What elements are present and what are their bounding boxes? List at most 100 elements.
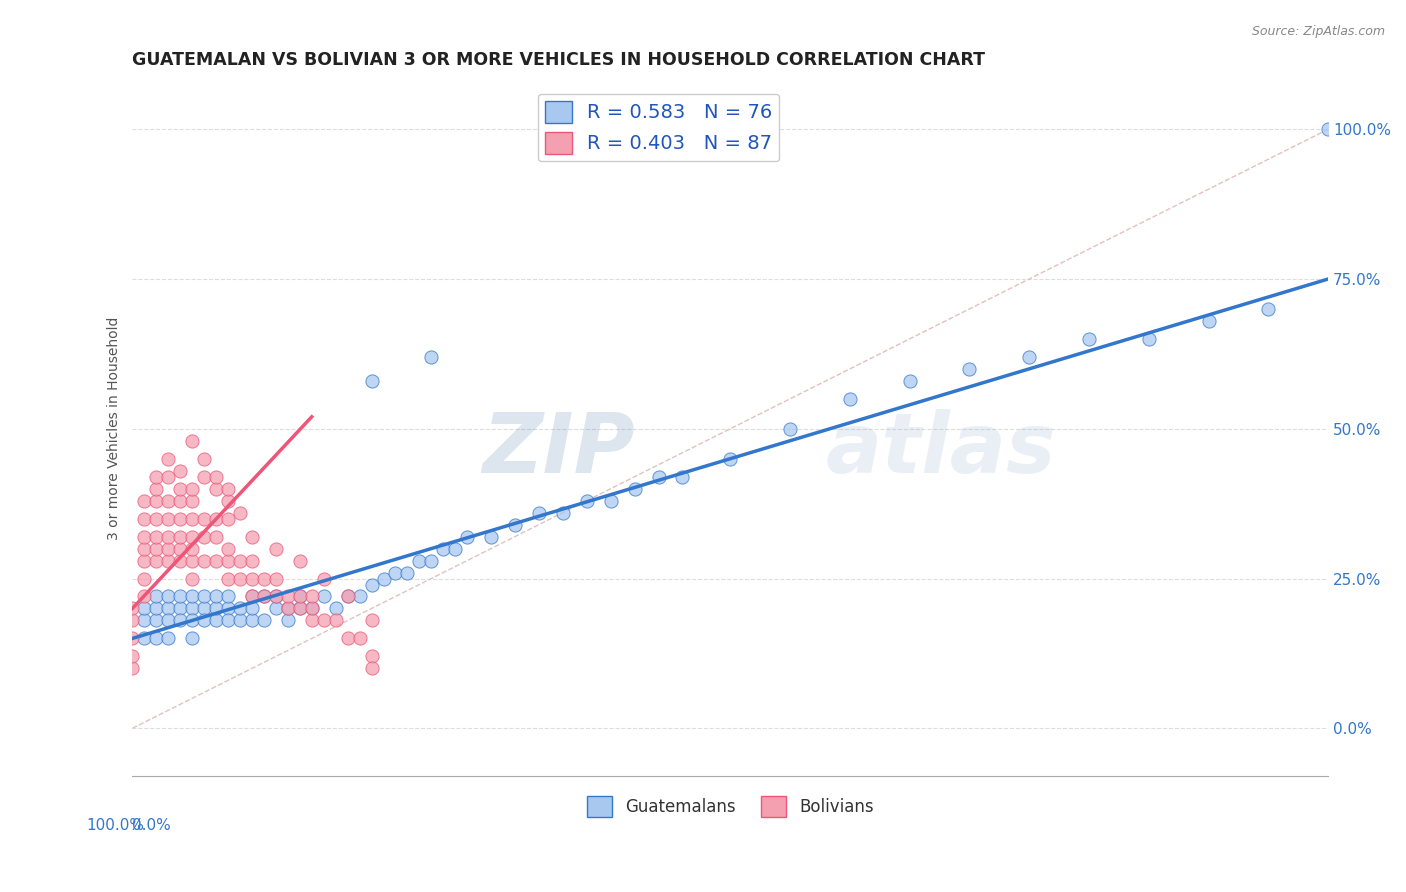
Text: GUATEMALAN VS BOLIVIAN 3 OR MORE VEHICLES IN HOUSEHOLD CORRELATION CHART: GUATEMALAN VS BOLIVIAN 3 OR MORE VEHICLE… xyxy=(132,51,986,69)
Point xyxy=(157,541,180,556)
Point xyxy=(217,590,239,604)
Point xyxy=(838,392,860,406)
Point xyxy=(134,572,156,586)
Point xyxy=(181,493,204,508)
Point xyxy=(205,590,228,604)
Point xyxy=(360,614,382,628)
Point xyxy=(145,541,167,556)
Text: 0.0%: 0.0% xyxy=(132,818,172,833)
Point xyxy=(288,553,311,567)
Point xyxy=(157,451,180,466)
Point xyxy=(288,590,311,604)
Point xyxy=(181,434,204,448)
Point xyxy=(277,601,299,615)
Point xyxy=(181,541,204,556)
Point xyxy=(169,511,191,525)
Point xyxy=(157,511,180,525)
Point xyxy=(312,572,335,586)
Point xyxy=(157,590,180,604)
Point xyxy=(121,632,143,646)
Point xyxy=(145,601,167,615)
Point xyxy=(157,614,180,628)
Point xyxy=(193,601,215,615)
Point xyxy=(121,649,143,664)
Point xyxy=(253,590,276,604)
Point xyxy=(240,590,263,604)
Point xyxy=(264,590,287,604)
Point xyxy=(134,541,156,556)
Point xyxy=(169,553,191,567)
Point xyxy=(240,601,263,615)
Point xyxy=(217,511,239,525)
Point xyxy=(312,614,335,628)
Point xyxy=(277,601,299,615)
Point xyxy=(325,601,347,615)
Point xyxy=(360,661,382,675)
Point xyxy=(253,614,276,628)
Point xyxy=(145,469,167,483)
Point xyxy=(134,530,156,544)
Point xyxy=(181,511,204,525)
Point xyxy=(373,572,395,586)
Point xyxy=(312,590,335,604)
Point xyxy=(360,374,382,388)
Point xyxy=(134,511,156,525)
Text: 100.0%: 100.0% xyxy=(86,818,145,833)
Point xyxy=(217,553,239,567)
Point xyxy=(169,601,191,615)
Point xyxy=(157,601,180,615)
Point xyxy=(779,422,801,436)
Point xyxy=(898,374,921,388)
Point xyxy=(325,614,347,628)
Point xyxy=(181,590,204,604)
Point xyxy=(1257,301,1279,316)
Point xyxy=(181,482,204,496)
Point xyxy=(264,572,287,586)
Point xyxy=(157,530,180,544)
Legend: Guatemalans, Bolivians: Guatemalans, Bolivians xyxy=(581,789,880,823)
Point xyxy=(396,566,419,580)
Point xyxy=(599,493,621,508)
Point xyxy=(420,553,443,567)
Point xyxy=(169,590,191,604)
Point xyxy=(145,530,167,544)
Point xyxy=(134,590,156,604)
Point xyxy=(217,541,239,556)
Point xyxy=(1078,332,1101,346)
Point xyxy=(134,601,156,615)
Point xyxy=(229,553,252,567)
Point xyxy=(229,572,252,586)
Point xyxy=(145,632,167,646)
Point xyxy=(264,590,287,604)
Point xyxy=(229,601,252,615)
Text: atlas: atlas xyxy=(825,409,1056,490)
Point xyxy=(145,553,167,567)
Point xyxy=(336,632,359,646)
Point xyxy=(205,553,228,567)
Point xyxy=(169,614,191,628)
Point xyxy=(193,469,215,483)
Point xyxy=(121,661,143,675)
Point xyxy=(169,482,191,496)
Point xyxy=(253,590,276,604)
Point xyxy=(277,590,299,604)
Point xyxy=(145,493,167,508)
Point xyxy=(134,614,156,628)
Point xyxy=(288,601,311,615)
Point xyxy=(288,590,311,604)
Point xyxy=(121,614,143,628)
Point xyxy=(193,530,215,544)
Point xyxy=(157,469,180,483)
Point xyxy=(157,553,180,567)
Point xyxy=(193,553,215,567)
Point xyxy=(240,553,263,567)
Text: ZIP: ZIP xyxy=(482,409,634,490)
Point xyxy=(157,632,180,646)
Point xyxy=(181,601,204,615)
Point xyxy=(229,506,252,520)
Point xyxy=(288,601,311,615)
Point xyxy=(181,572,204,586)
Point xyxy=(193,451,215,466)
Point xyxy=(217,493,239,508)
Point xyxy=(169,541,191,556)
